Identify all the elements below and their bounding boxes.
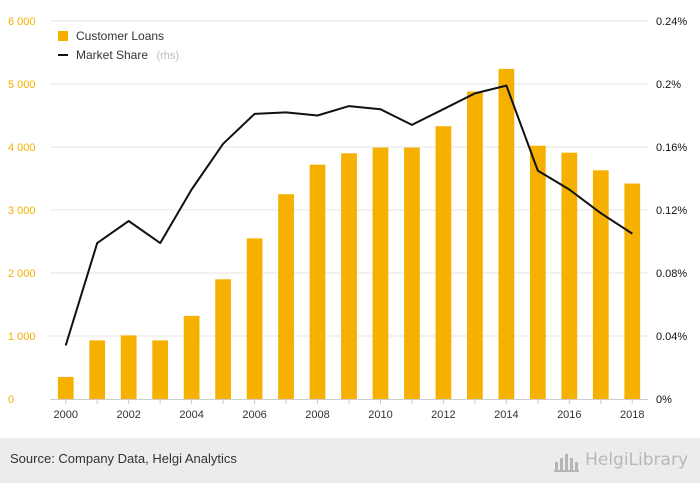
right-axis: 0% 0.04% 0.08% 0.12% 0.16% 0.2% 0.24% — [656, 16, 687, 406]
bar-customer-loans-2015 — [529, 145, 546, 399]
bar-customer-loans-2011 — [404, 147, 420, 399]
bar-series-customer-loans — [57, 68, 641, 400]
line-market-share — [64, 84, 633, 346]
left-axis-tick-label: 4 000 — [8, 142, 36, 154]
x-axis-tick-label: 2014 — [494, 409, 518, 421]
footer: Source: Company Data, Helgi Analytics He… — [0, 438, 700, 483]
bar-customer-loans-2010 — [372, 147, 389, 399]
bar-customer-loans-2005 — [215, 279, 231, 399]
bar-customer-loans-2001 — [89, 340, 106, 399]
right-axis-tick-label: 0% — [656, 394, 672, 406]
bar-customer-loans-2017 — [592, 170, 609, 399]
line-series-market-share — [64, 84, 633, 346]
legend-label-market-share: Market Share (rhs) — [76, 46, 179, 63]
bar-customer-loans-2013 — [467, 91, 483, 399]
left-axis-tick-label: 5 000 — [8, 79, 36, 91]
x-axis-tick-label: 2018 — [620, 409, 644, 421]
bar-customer-loans-2007 — [278, 194, 294, 399]
x-axis-tick-label: 2006 — [242, 409, 266, 421]
brand-name: HelgiLibrary — [585, 450, 688, 470]
right-axis-tick-label: 0.16% — [656, 142, 687, 154]
bar-customer-loans-2014 — [498, 68, 515, 399]
left-axis-tick-label: 3 000 — [8, 205, 36, 217]
bar-customer-loans-2008 — [309, 164, 326, 399]
x-axis-tick-label: 2012 — [431, 409, 455, 421]
bar-customer-loans-2009 — [341, 153, 357, 399]
right-axis-tick-label: 0.12% — [656, 205, 687, 217]
left-axis-tick-label: 1 000 — [8, 331, 36, 343]
right-axis-tick-label: 0.2% — [656, 79, 681, 91]
left-axis-tick-label: 0 — [8, 394, 14, 406]
x-axis-tick-label: 2010 — [368, 409, 392, 421]
right-axis-tick-label: 0.04% — [656, 331, 687, 343]
right-axis-tick-label: 0.08% — [656, 268, 687, 280]
bar-customer-loans-2018 — [624, 183, 641, 399]
bar-customer-loans-2004 — [183, 315, 200, 399]
x-axis: 2000 2002 2004 2006 2008 2010 2012 2014 2016 2018 — [53, 399, 645, 421]
legend-swatch-customer-loans — [58, 31, 68, 41]
helgi-library-logo-icon — [554, 454, 580, 472]
x-axis-tick-label: 2016 — [557, 409, 581, 421]
brand-logo[interactable]: HelgiLibrary — [553, 446, 688, 474]
legend-label-customer-loans: Customer Loans — [76, 29, 164, 43]
legend-label-market-share-suffix: (rhs) — [156, 50, 179, 62]
legend: Customer Loans Market Share (rhs) — [58, 29, 179, 63]
bar-customer-loans-2006 — [246, 238, 263, 399]
bar-customer-loans-2002 — [120, 335, 137, 399]
left-axis: 0 1 000 2 000 3 000 4 000 5 000 6 000 — [8, 16, 36, 406]
bar-customer-loans-2016 — [561, 152, 578, 399]
x-axis-tick-label: 2008 — [305, 409, 329, 421]
source-text: Source: Company Data, Helgi Analytics — [10, 451, 237, 466]
x-axis-tick-label: 2004 — [179, 409, 203, 421]
bar-customer-loans-2000 — [57, 376, 74, 399]
bar-customer-loans-2012 — [435, 126, 452, 400]
left-axis-tick-label: 2 000 — [8, 268, 36, 280]
right-axis-tick-label: 0.24% — [656, 16, 687, 28]
x-axis-tick-label: 2000 — [53, 409, 77, 421]
left-axis-tick-label: 6 000 — [8, 16, 36, 28]
legend-label-market-share-name: Market Share — [76, 48, 148, 62]
x-axis-tick-label: 2002 — [116, 409, 140, 421]
bar-customer-loans-2003 — [152, 340, 169, 399]
